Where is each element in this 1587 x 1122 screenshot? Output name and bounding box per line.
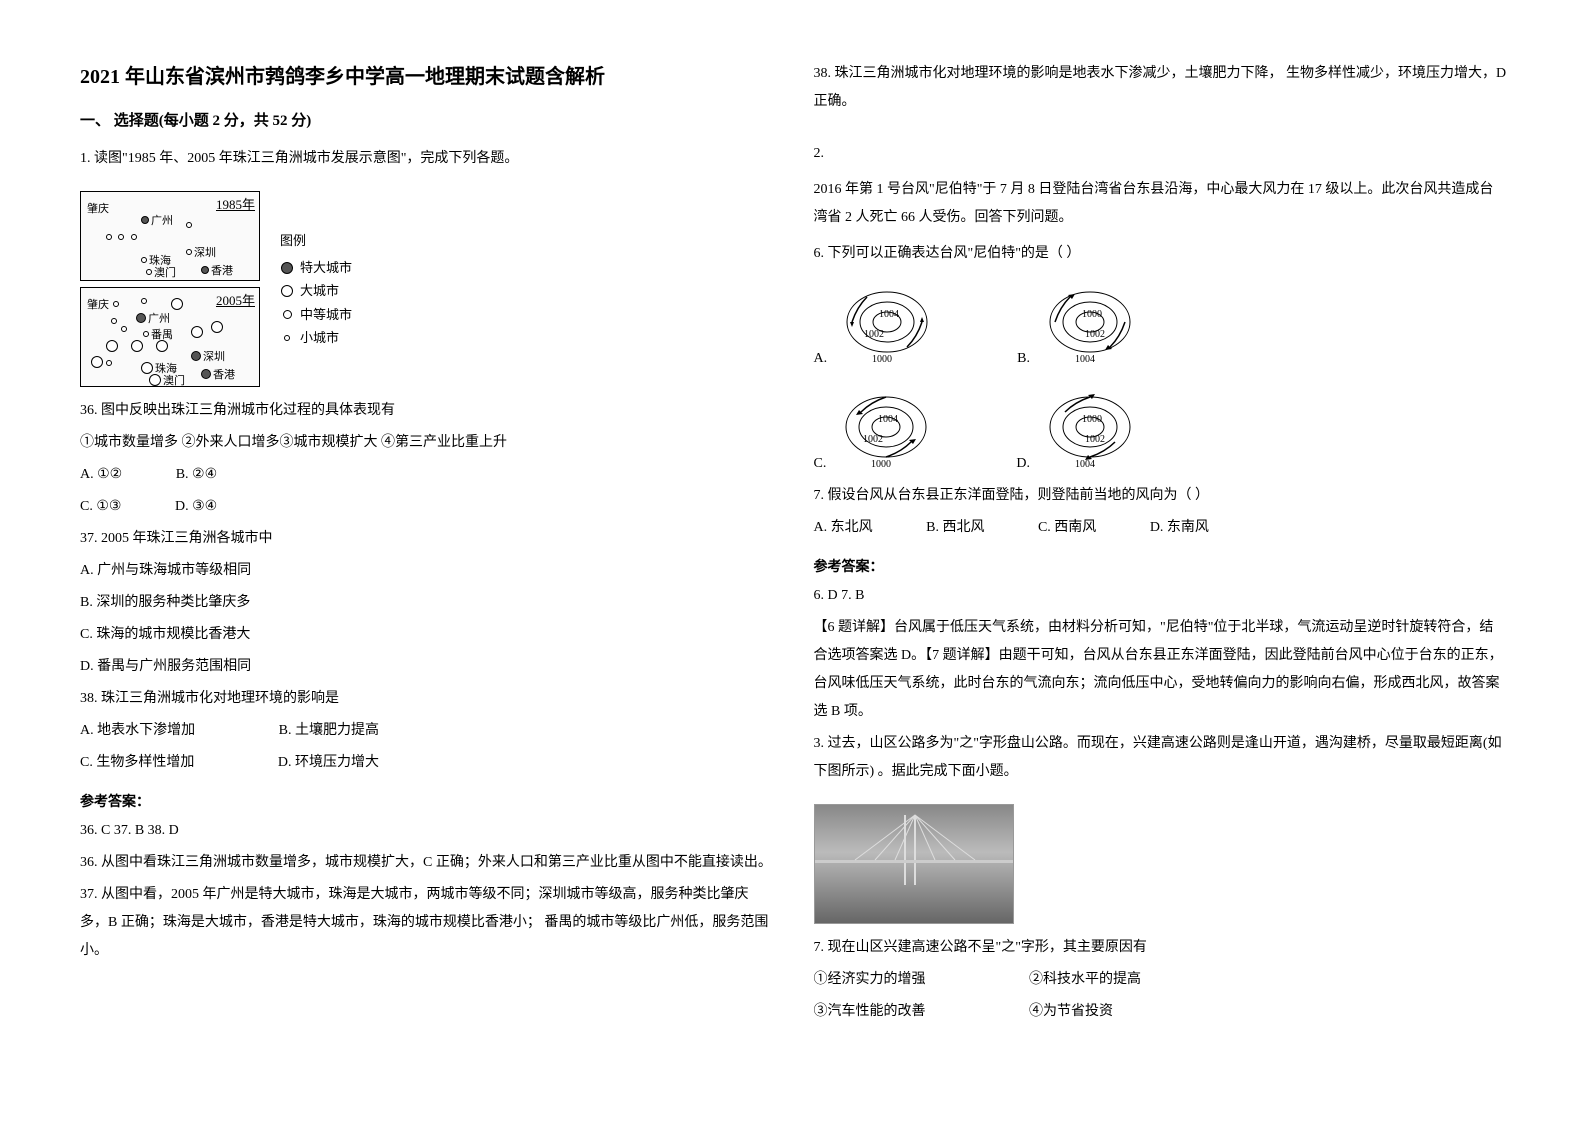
right-column: 38. 珠江三角洲城市化对地理环境的影响是地表水下渗减少，土壤肥力下降， 生物多… bbox=[814, 60, 1508, 1062]
city-shenzhen: 深圳 bbox=[186, 244, 216, 260]
svg-text:1002: 1002 bbox=[863, 434, 883, 445]
svg-text:1002: 1002 bbox=[1085, 329, 1105, 340]
city-aomen: 澳门 bbox=[146, 264, 176, 280]
q38-opt-a: A. 地表水下渗增加 bbox=[80, 717, 195, 745]
q7-options: A. 东北风 B. 西北风 C. 西南风 D. 东南风 bbox=[814, 514, 1508, 542]
q36-options-row1: A. ①② B. ②④ bbox=[80, 461, 774, 489]
typhoon-diagram-c: 1004 1002 1000 bbox=[836, 387, 936, 472]
explain-37: 37. 从图中看，2005 年广州是特大城市，珠海是大城市，两城市等级不同；深圳… bbox=[80, 881, 774, 965]
svg-text:1004: 1004 bbox=[879, 309, 899, 320]
q38-options-row1: A. 地表水下渗增加 B. 土壤肥力提高 bbox=[80, 717, 774, 745]
svg-text:1000: 1000 bbox=[871, 459, 891, 470]
map-figure: 1985年 肇庆 广州 深圳 珠海 澳门 香港 2005年 肇庆 广州 番禺 bbox=[80, 191, 774, 387]
q36-opt-d: D. ③④ bbox=[175, 493, 217, 521]
document-title: 2021 年山东省滨州市鹁鸽李乡中学高一地理期末试题含解析 bbox=[80, 60, 774, 89]
q38-opt-d: D. 环境压力增大 bbox=[278, 749, 379, 777]
q3-7-circles-row1: ①经济实力的增强 ②科技水平的提高 bbox=[814, 966, 1508, 994]
legend-title: 图例 bbox=[280, 229, 352, 252]
q1-answers: 36. C 37. B 38. D bbox=[80, 817, 774, 845]
q3-7-c3: ③汽车性能的改善 bbox=[814, 998, 926, 1026]
q7-opt-a: A. 东北风 bbox=[814, 514, 873, 542]
typhoon-diagram-a: 1004 1002 1000 bbox=[837, 282, 937, 367]
q3-7-c4: ④为节省投资 bbox=[1029, 998, 1113, 1026]
q7-opt-b: B. 西北风 bbox=[926, 514, 984, 542]
q36-opt-a: A. ①② bbox=[80, 461, 122, 489]
q37-opt-c: C. 珠海的城市规模比香港大 bbox=[80, 621, 774, 649]
svg-text:1004: 1004 bbox=[878, 414, 898, 425]
q38-opt-b: B. 土壤肥力提高 bbox=[279, 717, 379, 745]
legend-item: 中等城市 bbox=[300, 303, 352, 326]
answer-label: 参考答案： bbox=[80, 789, 774, 817]
typhoon-row-1: A. 1004 1002 1000 B. bbox=[814, 282, 1508, 367]
q37-opt-a: A. 广州与珠海城市等级相同 bbox=[80, 557, 774, 585]
section-header: 一、 选择题(每小题 2 分，共 52 分) bbox=[80, 109, 774, 130]
svg-text:1000: 1000 bbox=[1082, 309, 1102, 320]
q38-opt-c: C. 生物多样性增加 bbox=[80, 749, 194, 777]
city-guangzhou: 广州 bbox=[141, 212, 173, 228]
typhoon-label-c: C. bbox=[814, 456, 827, 472]
q36-options-row2: C. ①③ D. ③④ bbox=[80, 493, 774, 521]
typhoon-label-d: D. bbox=[1016, 456, 1030, 472]
q38-options-row2: C. 生物多样性增加 D. 环境压力增大 bbox=[80, 749, 774, 777]
map-year-1985: 1985年 bbox=[216, 194, 255, 213]
q37-opt-d: D. 番禺与广州服务范围相同 bbox=[80, 653, 774, 681]
q36-opt-b: B. ②④ bbox=[176, 461, 217, 489]
q3-7-stem: 7. 现在山区兴建高速公路不呈"之"字形，其主要原因有 bbox=[814, 934, 1508, 962]
typhoon-diagram-d: 1000 1002 1004 bbox=[1040, 387, 1140, 472]
q3-stem: 3. 过去，山区公路多为"之"字形盘山公路。而现在，兴建高速公路则是逢山开道，遇… bbox=[814, 730, 1508, 786]
map-year-2005: 2005年 bbox=[216, 290, 255, 309]
q2-number: 2. bbox=[814, 140, 1508, 168]
city-zhaoqing: 肇庆 bbox=[87, 200, 109, 216]
q37-opt-b: B. 深圳的服务种类比肇庆多 bbox=[80, 589, 774, 617]
explain-36: 36. 从图中看珠江三角洲城市数量增多，城市规模扩大，C 正确；外来人口和第三产… bbox=[80, 849, 774, 877]
svg-text:1000: 1000 bbox=[872, 354, 892, 365]
maps-stack: 1985年 肇庆 广州 深圳 珠海 澳门 香港 2005年 肇庆 广州 番禺 bbox=[80, 191, 260, 387]
q7-stem: 7. 假设台风从台东县正东洋面登陆，则登陆前当地的风向为（ ） bbox=[814, 482, 1508, 510]
map-1985: 1985年 肇庆 广州 深圳 珠海 澳门 香港 bbox=[80, 191, 260, 281]
q6-stem: 6. 下列可以正确表达台风"尼伯特"的是（ ） bbox=[814, 240, 1508, 268]
q1-stem: 1. 读图"1985 年、2005 年珠江三角洲城市发展示意图"，完成下列各题。 bbox=[80, 145, 774, 173]
q7-opt-c: C. 西南风 bbox=[1038, 514, 1096, 542]
q36-circles: ①城市数量增多 ②外来人口增多③城市规模扩大 ④第三产业比重上升 bbox=[80, 429, 774, 457]
city-xianggang: 香港 bbox=[201, 262, 233, 278]
svg-text:1000: 1000 bbox=[1082, 414, 1102, 425]
legend-item: 大城市 bbox=[300, 279, 339, 302]
legend-item: 小城市 bbox=[300, 326, 339, 349]
legend-item: 特大城市 bbox=[300, 256, 352, 279]
typhoon-label-b: B. bbox=[1017, 351, 1030, 367]
bridge-image bbox=[814, 804, 1014, 924]
q36-opt-c: C. ①③ bbox=[80, 493, 121, 521]
q3-7-c1: ①经济实力的增强 bbox=[814, 966, 926, 994]
svg-text:1002: 1002 bbox=[864, 329, 884, 340]
q37-stem: 37. 2005 年珠江三角洲各城市中 bbox=[80, 525, 774, 553]
map-2005: 2005年 肇庆 广州 番禺 深圳 珠海 澳门 香港 bbox=[80, 287, 260, 387]
q2-explain: 【6 题详解】台风属于低压天气系统，由材料分析可知，"尼伯特"位于北半球，气流运… bbox=[814, 614, 1508, 726]
q2-answers: 6. D 7. B bbox=[814, 582, 1508, 610]
explain-38: 38. 珠江三角洲城市化对地理环境的影响是地表水下渗减少，土壤肥力下降， 生物多… bbox=[814, 60, 1508, 116]
q2-context: 2016 年第 1 号台风"尼伯特"于 7 月 8 日登陆台湾省台东县沿海，中心… bbox=[814, 176, 1508, 232]
svg-text:1002: 1002 bbox=[1085, 434, 1105, 445]
left-column: 2021 年山东省滨州市鹁鸽李乡中学高一地理期末试题含解析 一、 选择题(每小题… bbox=[80, 60, 774, 1062]
q36-stem: 36. 图中反映出珠江三角洲城市化过程的具体表现有 bbox=[80, 397, 774, 425]
q38-stem: 38. 珠江三角洲城市化对地理环境的影响是 bbox=[80, 685, 774, 713]
q7-opt-d: D. 东南风 bbox=[1150, 514, 1209, 542]
q2-answer-label: 参考答案： bbox=[814, 554, 1508, 582]
typhoon-row-2: C. 1004 1002 1000 D. bbox=[814, 387, 1508, 472]
map-legend: 图例 特大城市 大城市 中等城市 小城市 bbox=[280, 229, 352, 350]
q3-7-circles-row2: ③汽车性能的改善 ④为节省投资 bbox=[814, 998, 1508, 1026]
typhoon-diagram-b: 1000 1002 1004 bbox=[1040, 282, 1140, 367]
typhoon-label-a: A. bbox=[814, 351, 828, 367]
svg-text:1004: 1004 bbox=[1075, 354, 1095, 365]
svg-text:1004: 1004 bbox=[1075, 459, 1095, 470]
q3-7-c2: ②科技水平的提高 bbox=[1029, 966, 1141, 994]
